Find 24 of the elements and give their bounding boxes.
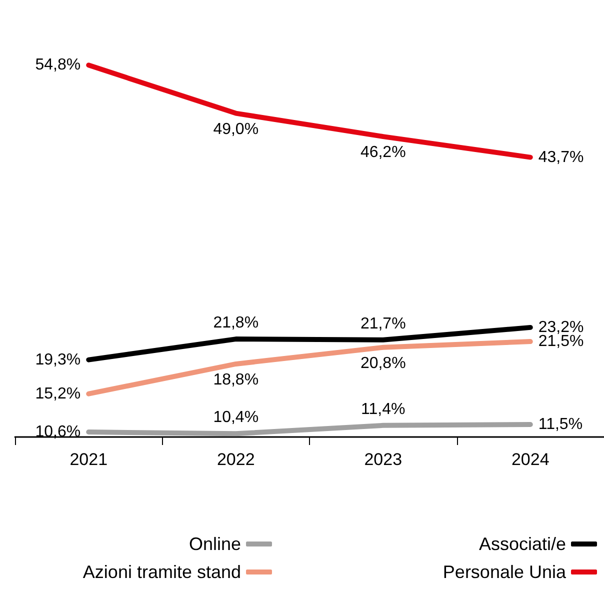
data-label: 21,5% — [538, 333, 584, 350]
x-tick-label: 2022 — [216, 450, 255, 469]
x-tick-label: 2023 — [364, 450, 402, 469]
data-label: 54,8% — [35, 56, 81, 74]
data-label: 10,4% — [213, 409, 259, 426]
x-tick-label: 2021 — [70, 450, 108, 469]
data-label: 49,0% — [213, 120, 259, 138]
legend-label: Online — [188, 534, 241, 554]
data-label: 19,3% — [35, 351, 81, 368]
data-label: 11,4% — [361, 400, 406, 418]
data-label: 23,2% — [538, 318, 584, 336]
data-label: 20,8% — [360, 354, 406, 372]
data-label: 15,2% — [35, 385, 81, 402]
data-label: 10,6% — [35, 424, 81, 441]
data-label: 21,8% — [213, 314, 259, 332]
legend-label: Azioni tramite stand — [82, 562, 241, 582]
data-label: 11,5% — [538, 416, 583, 434]
legend-label: Personale Unia — [442, 562, 567, 582]
x-tick-label: 2024 — [511, 450, 550, 469]
data-label: 18,8% — [213, 371, 259, 388]
data-label: 21,7% — [360, 315, 406, 332]
data-label: 46,2% — [360, 144, 406, 162]
data-label: 43,7% — [538, 148, 584, 166]
legend-label: Associati/e — [478, 534, 566, 554]
